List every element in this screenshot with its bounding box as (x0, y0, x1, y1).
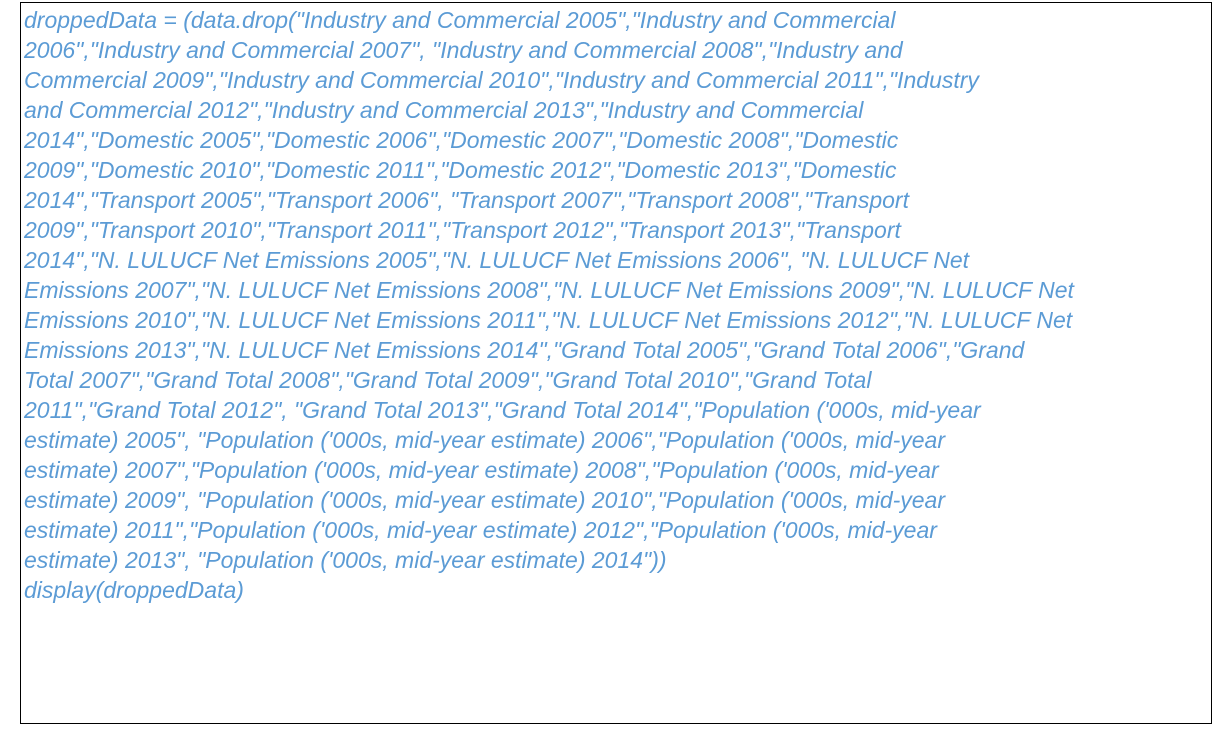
code-line: 2014","Transport 2005","Transport 2006",… (24, 187, 909, 213)
code-block: droppedData = (data.drop("Industry and C… (24, 5, 1074, 723)
code-line: droppedData = (data.drop("Industry and C… (24, 7, 896, 33)
code-line: estimate) 2011","Population ('000s, mid-… (24, 517, 937, 543)
code-line: Emissions 2007","N. LULUCF Net Emissions… (24, 277, 1074, 303)
code-line (24, 695, 1074, 723)
code-line: and Commercial 2012","Industry and Comme… (24, 97, 864, 123)
code-line: 2009","Domestic 2010","Domestic 2011","D… (24, 157, 897, 183)
code-line: 2014","Domestic 2005","Domestic 2006","D… (24, 127, 899, 153)
code-line (24, 635, 1074, 665)
code-line: estimate) 2013", "Population ('000s, mid… (24, 547, 667, 573)
code-line: 2009","Transport 2010","Transport 2011",… (24, 217, 901, 243)
code-line: estimate) 2007","Population ('000s, mid-… (24, 457, 939, 483)
code-line (24, 665, 1074, 695)
code-line: Commercial 2009","Industry and Commercia… (24, 67, 979, 93)
code-line (24, 605, 1074, 635)
code-line: 2014","N. LULUCF Net Emissions 2005","N.… (24, 247, 970, 273)
code-line: estimate) 2009", "Population ('000s, mid… (24, 487, 946, 513)
code-line: estimate) 2005", "Population ('000s, mid… (24, 427, 946, 453)
code-line: display(droppedData) (24, 577, 244, 603)
code-box: droppedData = (data.drop("Industry and C… (20, 2, 1212, 724)
code-line: 2006","Industry and Commercial 2007", "I… (24, 37, 903, 63)
code-line: 2011","Grand Total 2012", "Grand Total 2… (24, 397, 981, 423)
code-line: Emissions 2013","N. LULUCF Net Emissions… (24, 337, 1025, 363)
code-line: Emissions 2010","N. LULUCF Net Emissions… (24, 307, 1073, 333)
code-line: Total 2007","Grand Total 2008","Grand To… (24, 367, 872, 393)
